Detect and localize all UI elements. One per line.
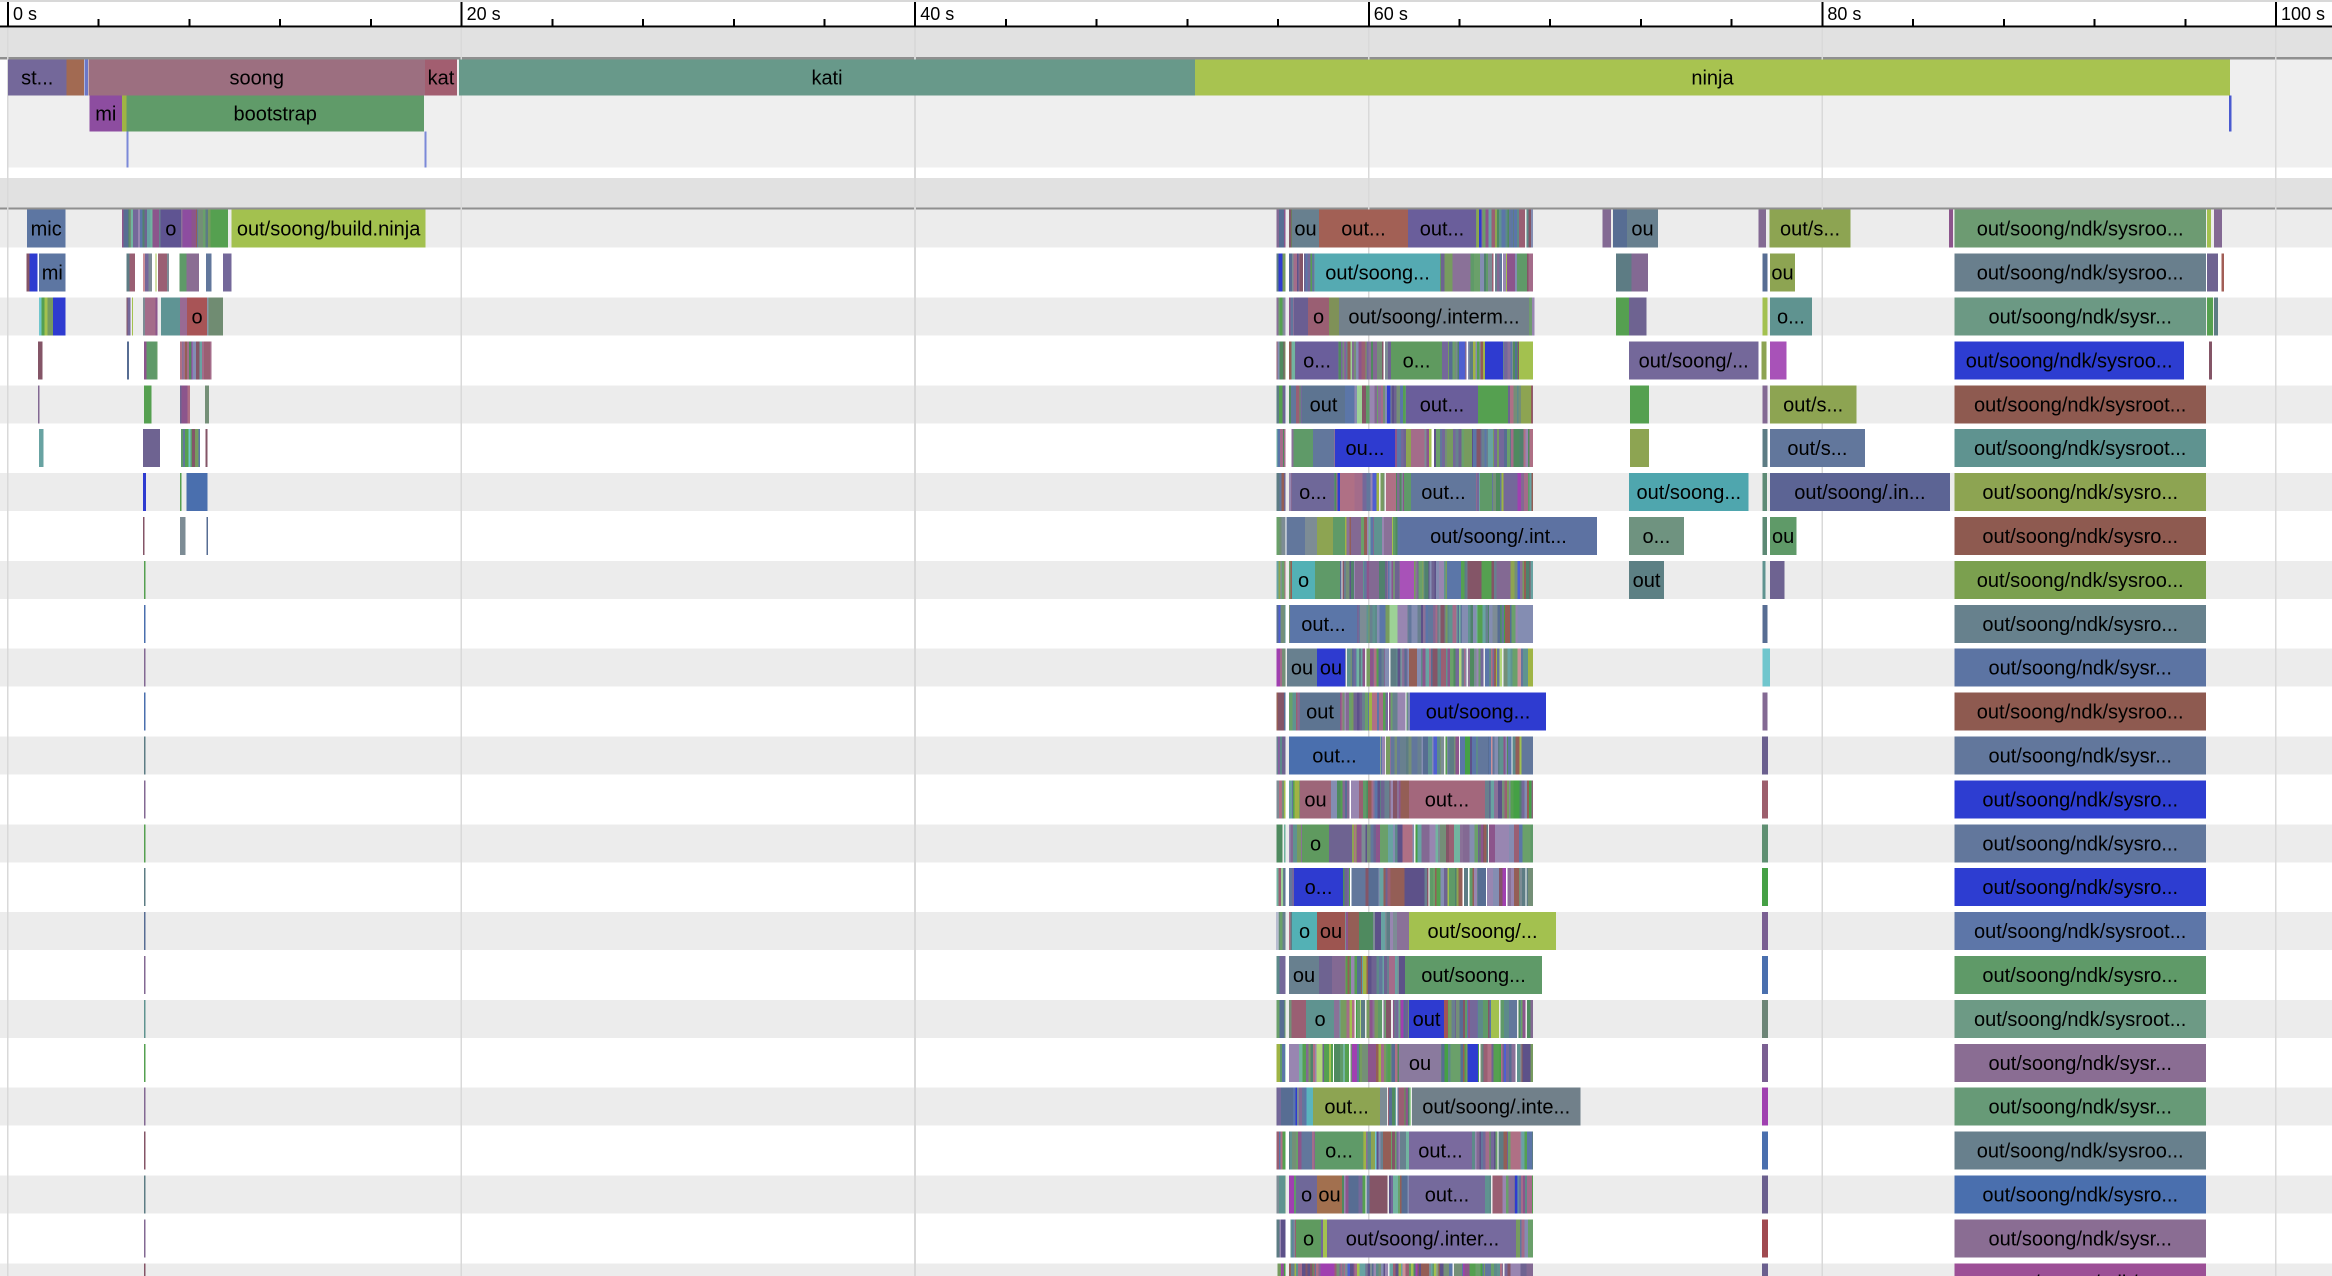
- svg-text:out/soong/ndk/sysro...: out/soong/ndk/sysro...: [1982, 833, 2178, 855]
- svg-text:out/soong/ndk/sysroot...: out/soong/ndk/sysroot...: [1974, 394, 2186, 416]
- svg-text:out/soong...: out/soong...: [1426, 702, 1531, 724]
- svg-text:out...: out...: [1324, 1097, 1368, 1119]
- svg-text:out/soong...: out/soong...: [1637, 482, 1742, 504]
- svg-text:out: out: [1306, 702, 1334, 724]
- svg-text:ou: ou: [1772, 526, 1794, 548]
- svg-text:out/soong/build.ninja: out/soong/build.ninja: [237, 219, 421, 241]
- svg-text:ou: ou: [1294, 219, 1316, 241]
- svg-text:80 s: 80 s: [1827, 4, 1861, 24]
- svg-text:40 s: 40 s: [920, 4, 954, 24]
- svg-text:o: o: [1303, 1228, 1314, 1250]
- svg-text:mi: mi: [42, 263, 63, 285]
- svg-text:out: out: [1633, 570, 1661, 592]
- svg-text:o...: o...: [1403, 350, 1431, 372]
- svg-text:out/soong/ndk/sysro...: out/soong/ndk/sysro...: [1982, 1185, 2178, 1207]
- svg-text:out/soong/ndk/sysroo...: out/soong/ndk/sysroo...: [1977, 570, 2184, 592]
- svg-text:out/s...: out/s...: [1780, 219, 1840, 241]
- svg-text:out/soong/ndk/sysro...: out/soong/ndk/sysro...: [1982, 614, 2178, 636]
- svg-text:out...: out...: [1425, 1185, 1469, 1207]
- svg-text:o...: o...: [1303, 350, 1331, 372]
- svg-text:out/soong/ndk/sysr...: out/soong/ndk/sysr...: [1988, 1053, 2171, 1075]
- svg-text:out/soong/.int...: out/soong/.int...: [1430, 526, 1567, 548]
- svg-text:kat: kat: [428, 68, 455, 90]
- svg-text:out/soong/ndk/sysro...: out/soong/ndk/sysro...: [1982, 789, 2178, 811]
- svg-text:o: o: [1298, 570, 1309, 592]
- svg-text:out...: out...: [1420, 219, 1464, 241]
- svg-text:out/soong/ndk/sysr...: out/soong/ndk/sysr...: [1988, 1097, 2171, 1119]
- svg-text:out/soong/ndk/sysroo...: out/soong/ndk/sysroo...: [1977, 702, 2184, 724]
- svg-text:ou: ou: [1293, 965, 1315, 987]
- svg-text:ou: ou: [1631, 219, 1653, 241]
- svg-text:mic: mic: [31, 219, 62, 241]
- svg-text:ou: ou: [1771, 263, 1793, 285]
- svg-text:out/soong/...: out/soong/...: [1427, 921, 1537, 943]
- svg-text:o: o: [192, 307, 203, 329]
- svg-text:out/soong/.inter...: out/soong/.inter...: [1346, 1228, 1499, 1250]
- svg-text:out/soong/...: out/soong/...: [1639, 350, 1749, 372]
- svg-text:out/soong/ndk/sysroo...: out/soong/ndk/sysroo...: [1977, 1141, 2184, 1163]
- svg-text:20 s: 20 s: [467, 4, 501, 24]
- svg-text:out/soong/ndk/sysroo...: out/soong/ndk/sysroo...: [1977, 263, 2184, 285]
- svg-text:out/soong/ndk/sysro...: out/soong/ndk/sysro...: [1982, 526, 2178, 548]
- svg-text:ou: ou: [1304, 789, 1326, 811]
- svg-text:out: out: [1413, 1009, 1441, 1031]
- svg-text:o: o: [165, 219, 176, 241]
- svg-text:o...: o...: [1325, 1141, 1353, 1163]
- svg-text:out...: out...: [1301, 614, 1345, 636]
- svg-text:out...: out...: [1425, 789, 1469, 811]
- svg-text:out/soong/ndk/sysro...: out/soong/ndk/sysro...: [1982, 877, 2178, 899]
- svg-text:60 s: 60 s: [1374, 4, 1408, 24]
- svg-text:out/soong/.interm...: out/soong/.interm...: [1348, 307, 1519, 329]
- svg-text:o: o: [1299, 921, 1310, 943]
- svg-text:out/soong...: out/soong...: [1421, 965, 1526, 987]
- svg-text:out...: out...: [1418, 1141, 1462, 1163]
- svg-text:0 s: 0 s: [13, 4, 37, 24]
- svg-text:mi: mi: [95, 104, 116, 126]
- svg-text:soong: soong: [230, 68, 285, 90]
- svg-text:st...: st...: [21, 68, 53, 90]
- svg-text:o: o: [1301, 1185, 1312, 1207]
- svg-text:out/soong/.in...: out/soong/.in...: [1794, 482, 1925, 504]
- svg-text:ou: ou: [1409, 1053, 1431, 1075]
- svg-text:ou: ou: [1318, 1185, 1340, 1207]
- svg-text:out/soong/ndk/sysr...: out/soong/ndk/sysr...: [1988, 658, 2171, 680]
- svg-text:out/soong/ndk/sysro...: out/soong/ndk/sysro...: [1982, 965, 2178, 987]
- svg-text:out/s...: out/s...: [1787, 438, 1847, 460]
- svg-text:out/soong/ndk/sysro...: out/soong/ndk/sysro...: [1982, 482, 2178, 504]
- svg-text:kati: kati: [811, 68, 842, 90]
- svg-text:out: out: [1310, 394, 1338, 416]
- svg-text:out/soong...: out/soong...: [1325, 263, 1430, 285]
- svg-text:ninja: ninja: [1691, 68, 1734, 90]
- svg-text:o: o: [1314, 1009, 1325, 1031]
- svg-text:out/soong/ndk/sysr...: out/soong/ndk/sysr...: [1988, 1228, 2171, 1250]
- svg-text:o...: o...: [1299, 482, 1327, 504]
- svg-text:out...: out...: [1312, 746, 1356, 768]
- svg-text:out/soong/ndk/sysroo...: out/soong/ndk/sysroo...: [1977, 219, 2184, 241]
- svg-text:o...: o...: [1305, 877, 1333, 899]
- svg-text:out/soong/ndk/sysroot...: out/soong/ndk/sysroot...: [1974, 1009, 2186, 1031]
- svg-text:out/soong/ndk/sysroot...: out/soong/ndk/sysroot...: [1974, 438, 2186, 460]
- svg-text:out/soong/ndk/...: out/soong/ndk/...: [2006, 1272, 2154, 1276]
- svg-text:ou: ou: [1291, 658, 1313, 680]
- svg-text:ou: ou: [1320, 921, 1342, 943]
- svg-text:ou...: ou...: [1346, 438, 1385, 460]
- svg-text:out/soong/ndk/sysr...: out/soong/ndk/sysr...: [1988, 746, 2171, 768]
- svg-text:ou: ou: [1320, 658, 1342, 680]
- svg-text:out/soong/.inte...: out/soong/.inte...: [1422, 1097, 1570, 1119]
- svg-text:out...: out...: [1421, 482, 1465, 504]
- svg-text:out/s...: out/s...: [1783, 394, 1843, 416]
- svg-text:out/soong/ndk/sysroo...: out/soong/ndk/sysroo...: [1966, 350, 2173, 372]
- svg-text:out...: out...: [1341, 219, 1385, 241]
- svg-text:o: o: [1313, 307, 1324, 329]
- svg-text:100 s: 100 s: [2281, 4, 2325, 24]
- svg-text:out/soong/ndk/sysr...: out/soong/ndk/sysr...: [1988, 307, 2171, 329]
- svg-text:o...: o...: [1777, 307, 1805, 329]
- svg-text:out/soong/ndk/sysroot...: out/soong/ndk/sysroot...: [1974, 921, 2186, 943]
- svg-text:out...: out...: [1420, 394, 1464, 416]
- svg-text:o: o: [1310, 833, 1321, 855]
- svg-text:o...: o...: [1643, 526, 1671, 548]
- svg-text:bootstrap: bootstrap: [234, 104, 317, 126]
